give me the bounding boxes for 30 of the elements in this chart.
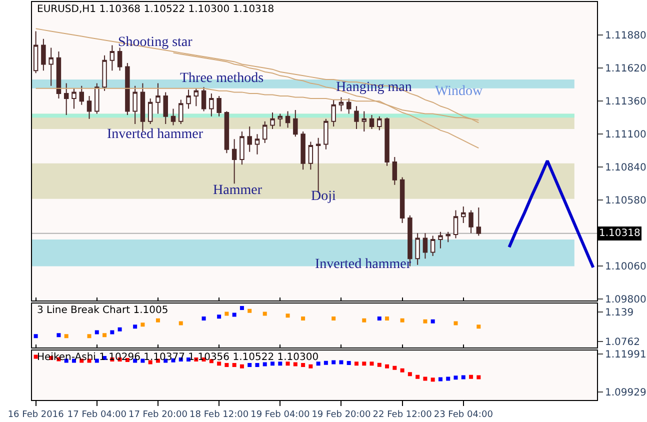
y-tick-label: 1.10060 bbox=[605, 262, 646, 273]
x-tick-label: 18 Feb 12:00 bbox=[190, 410, 249, 420]
y-tick-label: 1.09929 bbox=[605, 388, 646, 399]
annotation: Inverted hammer bbox=[315, 257, 412, 272]
annotation: Shooting star bbox=[118, 35, 193, 50]
y-tick-label: 1.139 bbox=[605, 307, 634, 318]
annotation: Doji bbox=[311, 189, 336, 204]
chart-title: EURUSD,H1 1.10368 1.10522 1.10300 1.10318 bbox=[37, 4, 274, 15]
y-tick-label: 1.10580 bbox=[605, 196, 646, 207]
y-tick-label: 1.11620 bbox=[605, 64, 646, 75]
annotation: Hammer bbox=[213, 183, 262, 198]
y-tick-label: 1.11360 bbox=[605, 96, 646, 108]
x-tick-label: 19 Feb 04:00 bbox=[250, 410, 310, 420]
x-tick-label: 19 Feb 20:00 bbox=[312, 410, 372, 420]
x-tick-label: 22 Feb 12:00 bbox=[372, 410, 432, 420]
y-tick-label: 1.11100 bbox=[605, 130, 646, 141]
y-tick-label: 1.0762 bbox=[605, 337, 640, 348]
x-tick-label: 23 Feb 04:00 bbox=[434, 410, 494, 420]
y-tick-label: 1.11880 bbox=[605, 30, 646, 42]
y-tick-label: 1.11991 bbox=[605, 349, 646, 360]
y-tick-label: 1.09800 bbox=[605, 294, 646, 306]
annotation: Inverted hammer bbox=[107, 127, 204, 142]
x-tick-label: 17 Feb 04:00 bbox=[67, 410, 127, 420]
annotation: Window bbox=[435, 84, 484, 99]
y-tick-label: 1.10840 bbox=[605, 162, 646, 174]
x-tick-label: 16 Feb 2016 bbox=[8, 410, 64, 420]
annotation: Three methods bbox=[180, 71, 264, 86]
x-tick-label: 17 Feb 20:00 bbox=[128, 410, 188, 420]
ref-line-label: 1.10318 bbox=[599, 228, 640, 239]
chart-title: 3 Line Break Chart 1.1005 bbox=[37, 305, 168, 316]
